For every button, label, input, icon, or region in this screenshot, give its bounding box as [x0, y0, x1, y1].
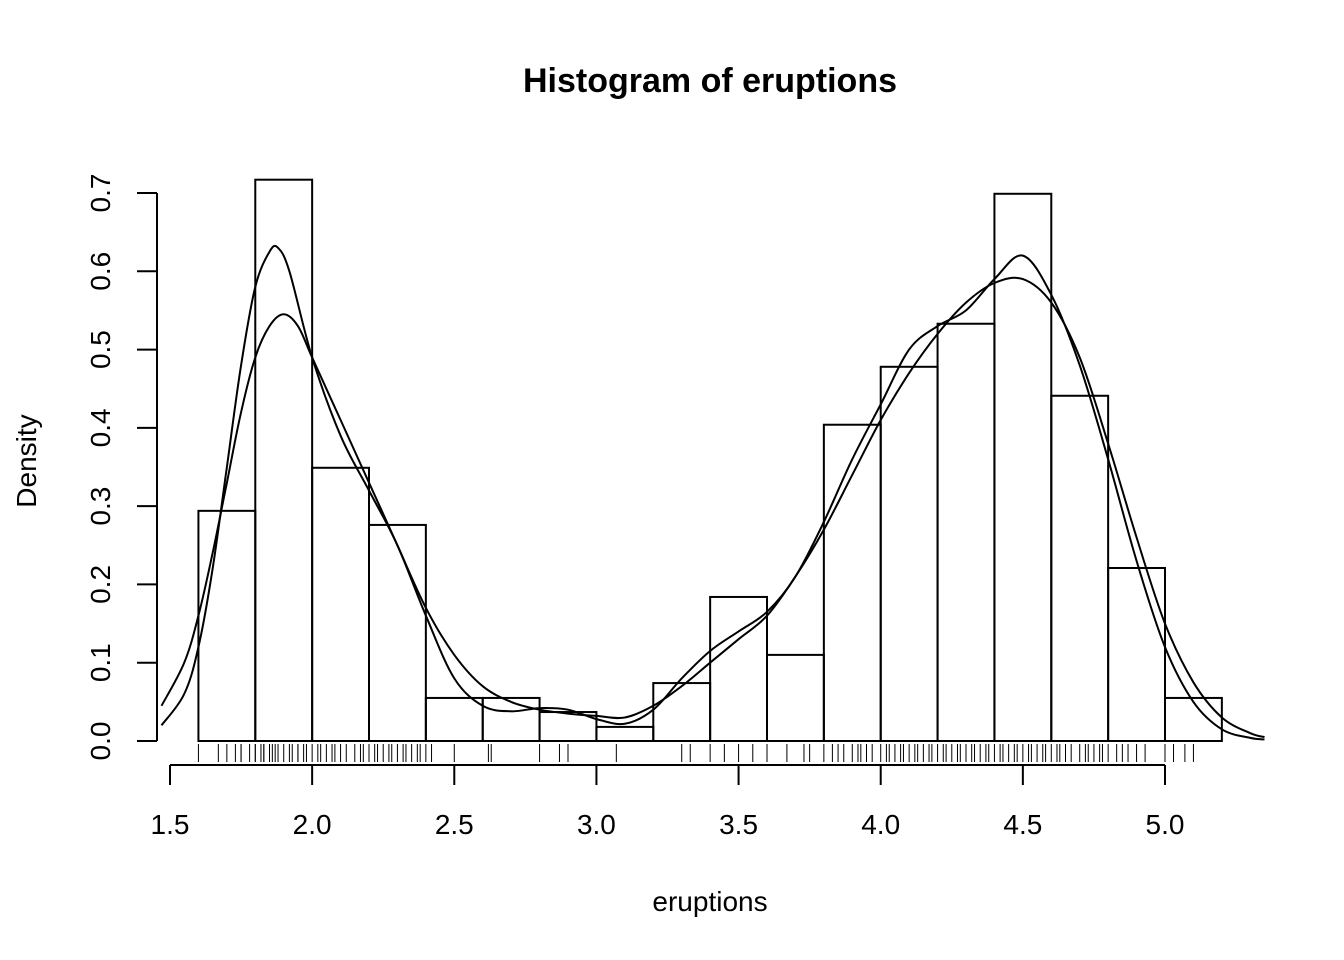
density-curve [160, 276, 1265, 739]
histogram-bar [822, 423, 882, 742]
histogram-bar [936, 322, 996, 742]
x-tick-label: 3.0 [577, 809, 616, 840]
histogram-bars [197, 178, 1223, 743]
x-axis: 1.5 2.0 2.5 3.0 3.5 4.0 4.5 5.0 [151, 764, 1185, 840]
y-tick-label: 0.5 [85, 330, 116, 369]
y-tick-label: 0.0 [85, 722, 116, 761]
histogram-bar [311, 466, 370, 742]
x-tick-label: 3.5 [719, 809, 758, 840]
histogram-bar [652, 682, 712, 742]
y-tick-label: 0.2 [85, 565, 116, 604]
histogram-bar [197, 509, 257, 742]
histogram-bar [1107, 566, 1166, 743]
histogram-bar [993, 192, 1053, 743]
histogram-bar [424, 696, 484, 743]
x-tick-label: 4.5 [1003, 809, 1042, 840]
y-axis-label: Density [11, 414, 42, 507]
x-tick-label: 4.0 [861, 809, 900, 840]
histogram-bar [1164, 696, 1223, 743]
chart-title: Histogram of eruptions [523, 62, 897, 100]
x-tick-label: 2.0 [293, 809, 332, 840]
y-tick-label: 0.1 [85, 643, 116, 682]
x-tick-label: 2.5 [435, 809, 474, 840]
histogram-bar [1050, 394, 1110, 742]
density-curve [160, 244, 1265, 741]
y-tick-label: 0.3 [85, 487, 116, 526]
rug-marks [197, 744, 1194, 762]
density-curves [160, 244, 1265, 741]
x-tick-label: 1.5 [151, 809, 190, 840]
y-tick-label: 0.7 [85, 174, 116, 213]
x-tick-label: 5.0 [1146, 809, 1185, 840]
x-axis-label: eruptions [652, 886, 767, 917]
y-axis: 0.0 0.1 0.2 0.3 0.4 0.5 0.6 0.7 [85, 174, 158, 761]
y-tick-label: 0.4 [85, 408, 116, 447]
histogram-bar [481, 696, 541, 743]
histogram-bar [879, 365, 939, 742]
histogram-bar [595, 725, 655, 742]
histogram-bar [368, 523, 427, 743]
histogram-bar [766, 653, 825, 743]
histogram-bar [254, 178, 314, 743]
y-tick-label: 0.6 [85, 252, 116, 291]
